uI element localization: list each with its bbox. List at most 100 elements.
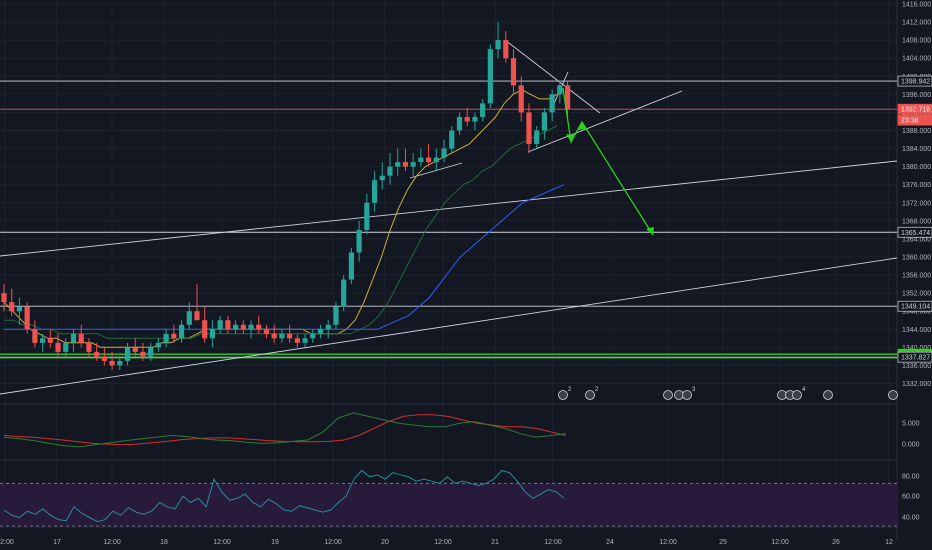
price-axis[interactable]: 1416.0001412.0001408.0001404.0001400.000… xyxy=(897,0,932,550)
projection-arrow-path[interactable] xyxy=(562,87,654,236)
candle-body xyxy=(302,338,308,343)
horizontal-levels[interactable] xyxy=(0,80,897,359)
trendlines[interactable] xyxy=(0,39,898,395)
event-marker-count: 4 xyxy=(802,387,806,393)
time-tick-label: 12:00 xyxy=(544,539,562,546)
price-tag-box xyxy=(897,103,932,115)
candle-body xyxy=(426,157,432,163)
price-tag-box xyxy=(897,300,932,312)
price-tick-label: 1360.000 xyxy=(902,254,931,261)
event-marker-icon[interactable] xyxy=(663,390,673,400)
candle-body xyxy=(217,320,223,330)
candle-body xyxy=(341,279,347,307)
candle-body xyxy=(32,329,38,343)
projection-arrowhead-3 xyxy=(646,227,654,235)
projection-arrows[interactable] xyxy=(562,87,654,236)
time-tick-label: 24 xyxy=(606,539,614,546)
candle-body xyxy=(86,342,92,352)
time-tick-label: 12:00 xyxy=(434,539,452,546)
event-marker-icon[interactable] xyxy=(585,390,595,400)
candle-body xyxy=(480,103,486,117)
candle-body xyxy=(518,85,524,113)
price-tick-label: 1408.000 xyxy=(902,38,931,45)
candle-body xyxy=(441,148,447,158)
candle-body xyxy=(564,85,571,110)
trendline-falling-wedge[interactable] xyxy=(504,39,601,114)
ema-slow-line xyxy=(4,184,565,330)
price-tag-box xyxy=(897,351,932,363)
event-marker-icon[interactable] xyxy=(823,390,833,400)
candle-body xyxy=(395,162,401,167)
candle-body xyxy=(186,311,192,325)
candle-body xyxy=(541,112,547,131)
price-tick-label: 1332.000 xyxy=(902,381,931,388)
price-tag-label: 23:38 xyxy=(901,118,919,125)
candle-body xyxy=(348,252,354,280)
time-tick-label: 12:00 xyxy=(659,539,677,546)
candle-body xyxy=(94,351,100,357)
trendline-lower-channel[interactable] xyxy=(0,257,898,395)
time-tick-label: 20 xyxy=(381,539,389,546)
price-tag-label: 1349.104 xyxy=(901,304,930,311)
time-tick-label: 21 xyxy=(491,539,499,546)
candle-body xyxy=(248,324,254,330)
price-tag-box xyxy=(897,75,932,87)
candle-body xyxy=(333,306,339,325)
candle-body xyxy=(209,329,216,339)
candle-body xyxy=(449,130,455,149)
oscillator-tick-label: 0.000 xyxy=(902,442,920,449)
event-marker-icon[interactable] xyxy=(558,390,568,400)
trendline-rising-short[interactable] xyxy=(527,90,683,153)
candle-body xyxy=(287,333,293,339)
rsi-tick-label: 60.00 xyxy=(902,494,920,501)
candle-body xyxy=(78,333,84,343)
candle-body xyxy=(109,360,115,366)
candle-body xyxy=(503,40,509,59)
candle-body xyxy=(510,58,517,86)
price-tag-label: 1365.474 xyxy=(901,230,930,237)
candle-body xyxy=(364,202,370,230)
price-tick-label: 1344.000 xyxy=(902,327,931,334)
rsi-pane[interactable] xyxy=(0,469,897,527)
candle-body xyxy=(379,175,385,181)
event-marker-icon[interactable] xyxy=(682,390,692,400)
event-marker-count: 3 xyxy=(692,387,696,393)
candle-body xyxy=(410,162,416,167)
price-tick-label: 1396.000 xyxy=(902,92,931,99)
price-tag-box xyxy=(897,226,932,238)
trendline-upper-channel[interactable] xyxy=(0,160,898,257)
candles xyxy=(1,22,571,370)
candle-body xyxy=(148,347,154,357)
event-marker-icon[interactable] xyxy=(888,390,898,400)
candle-body xyxy=(47,338,53,343)
oscillator-green-line xyxy=(3,412,567,448)
price-tag-label: 1392.718 xyxy=(901,107,930,114)
candle-body xyxy=(433,157,439,163)
price-tick-label: 1336.000 xyxy=(902,363,931,370)
candle-body xyxy=(233,324,239,330)
price-tick-label: 1368.000 xyxy=(902,218,931,225)
candle-body xyxy=(472,116,478,122)
candle-body xyxy=(356,229,362,253)
candle-body xyxy=(271,333,277,339)
candle-body xyxy=(63,342,69,352)
candle-body xyxy=(178,324,185,339)
candle-body xyxy=(124,347,131,361)
event-marker-icon[interactable] xyxy=(792,390,802,400)
event-marker-count: 2 xyxy=(568,387,572,393)
time-axis[interactable]: 12:00 17 12:00 18 12:00 19 12:00 20 12:00 21 12:00… xyxy=(0,539,893,546)
candle-body xyxy=(163,333,169,343)
time-tick-label: 12:00 xyxy=(0,539,14,546)
candle-body xyxy=(279,333,285,339)
event-markers[interactable]: 22342 xyxy=(558,387,903,400)
candle-body xyxy=(194,311,200,321)
time-tick-label: 12:00 xyxy=(103,539,121,546)
price-tick-label: 1356.000 xyxy=(902,273,931,280)
candle-body xyxy=(557,85,563,95)
oscillator-pane[interactable] xyxy=(3,412,567,448)
time-tick-label: 12 xyxy=(885,539,893,546)
candle-body xyxy=(24,306,30,330)
